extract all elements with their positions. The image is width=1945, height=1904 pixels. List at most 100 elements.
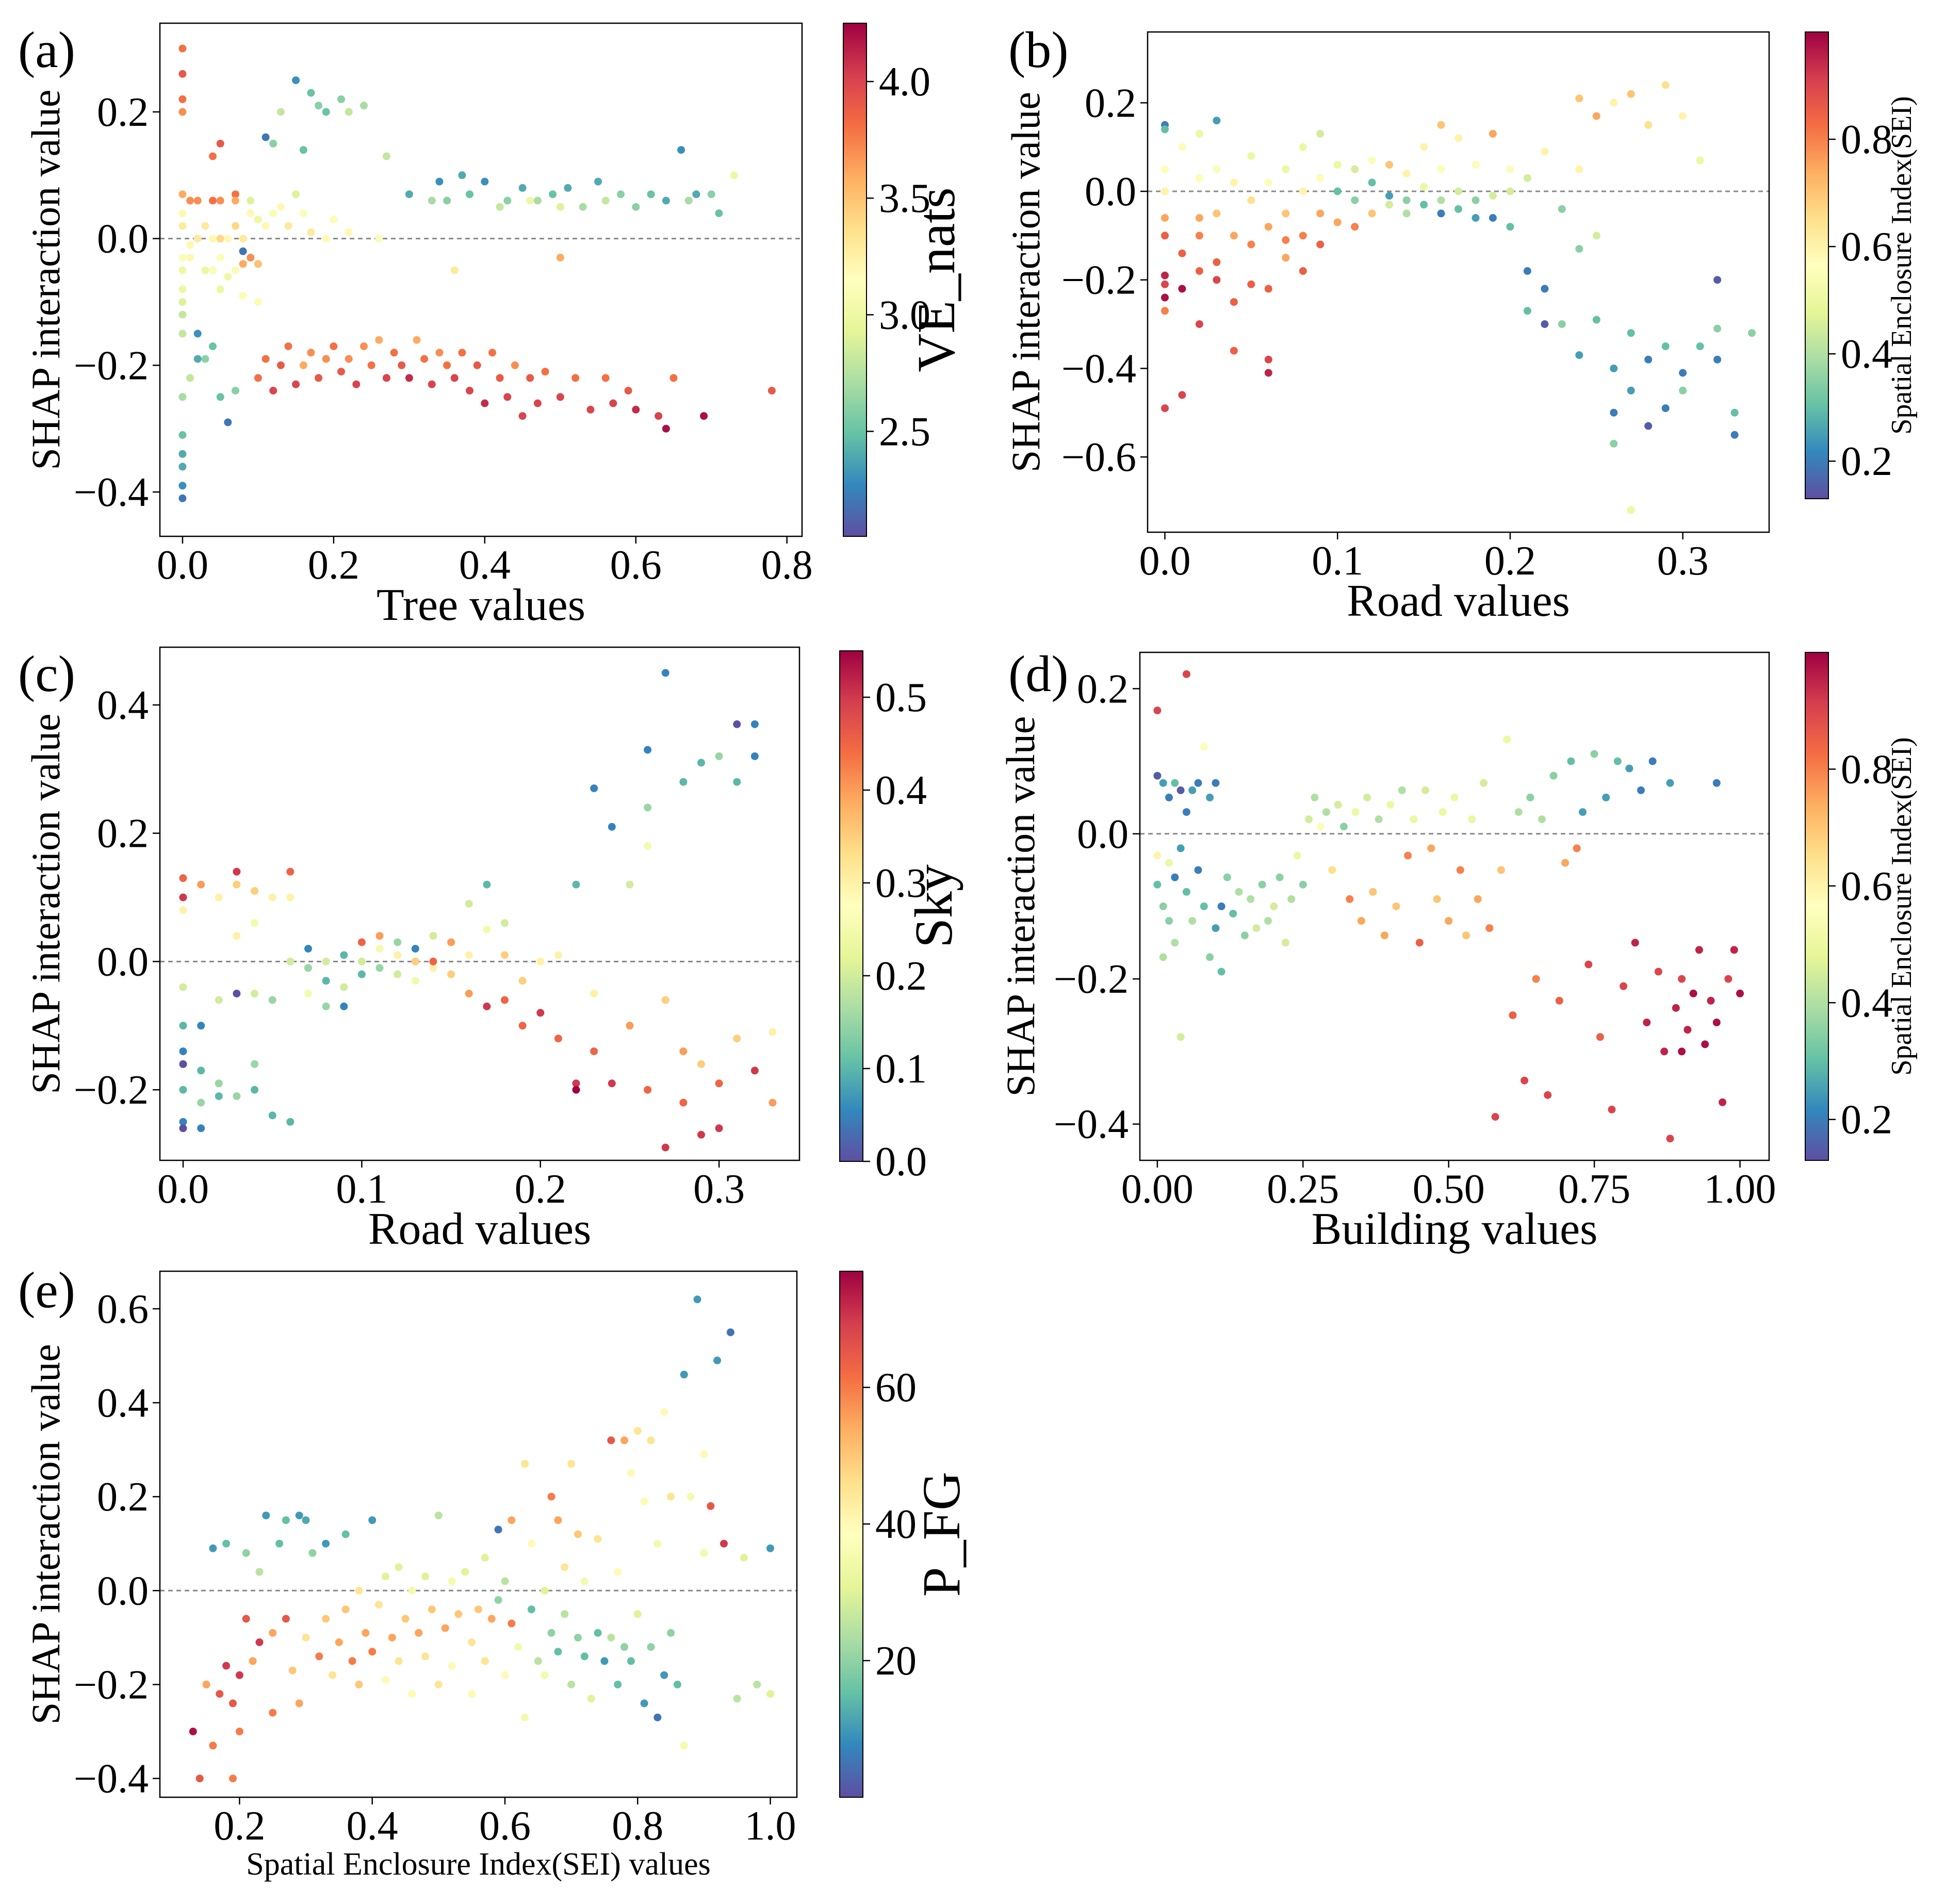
scatter-point — [1707, 996, 1715, 1005]
scatter-point — [232, 222, 239, 230]
scatter-point — [587, 1695, 595, 1703]
scatter-point — [1385, 192, 1394, 200]
scatter-point — [295, 1512, 303, 1520]
scatter-point — [1299, 187, 1307, 195]
scatter-point — [1385, 201, 1394, 209]
scatter-point — [405, 374, 413, 382]
scatter-point — [1161, 271, 1169, 280]
scatter-point — [518, 412, 527, 420]
scatter-point — [465, 951, 473, 959]
scatter-point — [1608, 1106, 1616, 1113]
scatter-point — [468, 1638, 476, 1646]
scatter-point — [1450, 793, 1459, 801]
colorbar-tick-label: 0.8 — [1841, 117, 1892, 162]
scatter-point — [1153, 707, 1162, 715]
scatter-point — [586, 405, 595, 414]
scatter-point — [627, 1657, 635, 1665]
scatter-point — [614, 1568, 622, 1576]
scatter-point — [1369, 888, 1377, 896]
scatter-point — [713, 1356, 722, 1365]
scatter-point — [1679, 112, 1687, 120]
scatter-point — [1701, 1040, 1709, 1048]
scatter-point — [448, 1577, 456, 1585]
scatter-point — [1491, 1113, 1499, 1121]
scatter-point — [607, 1633, 615, 1642]
scatter-point — [315, 102, 323, 110]
scatter-point — [1230, 347, 1238, 355]
scatter-point — [292, 380, 300, 388]
scatter-point — [1333, 187, 1342, 195]
y-tick-label: 0.2 — [1077, 666, 1129, 712]
scatter-point — [481, 1554, 489, 1562]
scatter-point — [251, 919, 259, 927]
scatter-point — [1610, 99, 1618, 107]
scatter-point — [233, 880, 241, 889]
y-axis-label: SHAP interaction value — [23, 714, 68, 1094]
scatter-point — [357, 957, 366, 965]
y-axis-label: SHAP interaction value — [998, 716, 1043, 1097]
scatter-point — [1474, 895, 1482, 903]
scatter-point — [1178, 391, 1186, 399]
scatter-point — [1514, 808, 1523, 816]
scatter-point — [375, 1601, 383, 1609]
scatter-point — [667, 1629, 675, 1637]
y-tick-label: −0.4 — [1061, 346, 1136, 391]
scatter-point — [1736, 989, 1744, 997]
scatter-point — [276, 361, 285, 369]
scatter-point — [511, 361, 519, 369]
scatter-point — [178, 482, 187, 490]
scatter-point — [547, 1492, 555, 1501]
scatter-point — [693, 1295, 701, 1304]
scatter-point — [401, 1615, 410, 1623]
scatter-point — [394, 970, 402, 978]
y-tick-label: −0.2 — [1054, 957, 1129, 1002]
y-tick-label: −0.2 — [74, 1662, 149, 1708]
y-tick-label: −0.6 — [1061, 435, 1136, 480]
scatter-point — [466, 190, 473, 199]
scatter-point — [487, 1615, 496, 1623]
scatter-point — [1456, 866, 1464, 874]
scatter-point — [216, 285, 224, 293]
scatter-point — [1485, 924, 1494, 932]
scatter-point — [1730, 408, 1739, 417]
scatter-point — [1558, 205, 1566, 213]
x-tick-label: 0.75 — [1558, 1167, 1630, 1212]
scatter-point — [1592, 316, 1600, 324]
scatter-point — [193, 355, 202, 363]
scatter-point — [420, 355, 429, 363]
scatter-point — [178, 190, 187, 199]
scatter-point — [1648, 757, 1657, 765]
scatter-point — [340, 1003, 348, 1010]
x-tick-label: 0.6 — [479, 1803, 531, 1849]
scatter-point — [302, 1516, 310, 1524]
scatter-point — [750, 720, 759, 728]
scatter-point — [202, 1680, 210, 1688]
colorbar-tick-label: 0.2 — [875, 954, 927, 999]
scatter-point — [179, 1060, 187, 1068]
scatter-point — [1627, 506, 1635, 514]
scatter-point — [1380, 931, 1388, 940]
scatter-point — [1223, 873, 1231, 881]
scatter-point — [501, 996, 509, 1004]
scatter-point — [527, 1539, 535, 1548]
scatter-point — [186, 196, 194, 205]
scatter-point — [1454, 205, 1462, 213]
scatter-point — [382, 152, 390, 160]
scatter-point — [1351, 196, 1359, 204]
scatter-point — [483, 880, 491, 889]
scatter-point — [304, 945, 312, 953]
scatter-point — [189, 1728, 197, 1735]
scatter-point — [769, 1098, 777, 1107]
scatter-point — [322, 108, 330, 116]
scatter-point — [679, 1098, 688, 1107]
y-tick-label: 0.0 — [97, 1568, 149, 1614]
scatter-point — [1375, 815, 1383, 824]
scatter-point — [647, 1643, 655, 1651]
scatter-point — [620, 1643, 628, 1651]
scatter-point — [307, 89, 315, 97]
scatter-point — [448, 1662, 456, 1670]
scatter-point — [315, 374, 323, 382]
colorbar-tick-label: 0.5 — [875, 675, 927, 720]
colorbar-tick-label: 3.0 — [879, 292, 930, 338]
